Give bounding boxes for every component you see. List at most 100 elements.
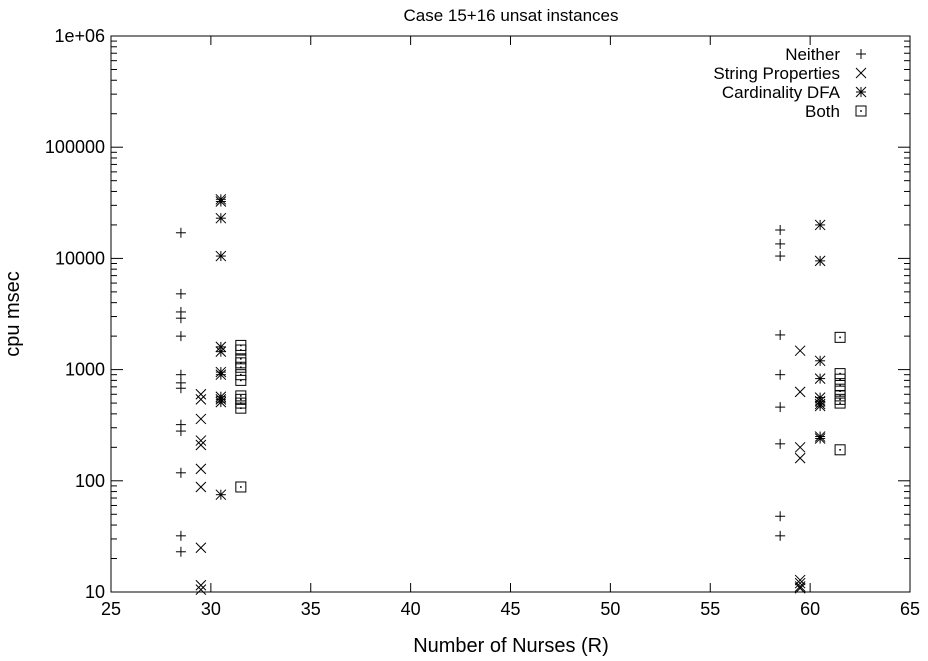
data-point	[195, 388, 207, 400]
y-tick-label: 100	[75, 471, 105, 491]
legend-marker	[855, 105, 867, 117]
data-point	[814, 433, 826, 444]
data-point	[794, 452, 806, 464]
legend-item: Neither	[785, 45, 866, 64]
plot-frame	[110, 35, 911, 593]
data-point	[794, 345, 806, 357]
data-point	[775, 238, 786, 249]
data-point	[235, 361, 247, 373]
data-point	[794, 582, 806, 594]
x-tick-label: 65	[900, 599, 920, 619]
legend-marker	[856, 49, 866, 59]
data-point	[195, 463, 207, 475]
x-axis: 25 30 35 40 45 50 55 60 65	[101, 36, 920, 619]
data-point	[794, 577, 806, 589]
data-point	[814, 373, 826, 384]
data-point	[235, 402, 247, 414]
data-point	[834, 368, 846, 380]
data-point	[235, 344, 247, 356]
data-point	[195, 439, 207, 451]
data-point	[195, 542, 207, 554]
data-points	[175, 193, 846, 595]
data-point	[775, 329, 786, 340]
data-point	[215, 346, 227, 358]
legend-label: Both	[805, 102, 840, 121]
x-tick-label: 60	[800, 599, 820, 619]
x-tick-label: 40	[401, 599, 421, 619]
data-point	[215, 369, 227, 381]
series-both	[235, 331, 846, 493]
data-point	[175, 288, 186, 299]
legend-item: Cardinality DFA	[722, 83, 867, 102]
data-point	[175, 227, 186, 238]
data-point	[195, 413, 207, 425]
legend-marker	[855, 67, 867, 79]
data-point	[814, 355, 826, 367]
legend-label: Neither	[785, 45, 840, 64]
data-point	[794, 386, 806, 398]
data-point	[175, 426, 186, 437]
data-point	[775, 225, 786, 236]
y-tick-label: 10000	[55, 248, 105, 268]
legend-marker	[855, 86, 867, 98]
data-point	[235, 481, 247, 493]
x-tick-label: 25	[101, 599, 121, 619]
data-point	[175, 383, 186, 394]
data-point	[834, 373, 846, 385]
x-axis-label: Number of Nurses (R)	[413, 635, 609, 657]
data-point	[215, 196, 227, 207]
data-point	[195, 435, 207, 446]
legend-item: Both	[805, 102, 867, 121]
data-point	[215, 212, 227, 224]
series-neither	[175, 225, 786, 557]
data-point	[814, 219, 826, 231]
y-tick-label: 100000	[45, 137, 105, 157]
y-axis: 10 100 1000 10000 100000 1e+06	[45, 26, 910, 602]
data-point	[235, 374, 247, 386]
data-point	[794, 581, 806, 592]
data-point	[175, 530, 186, 541]
y-tick-label: 1e+06	[54, 26, 105, 46]
data-point	[775, 530, 786, 541]
data-point	[814, 400, 826, 412]
chart-title: Case 15+16 unsat instances	[403, 6, 618, 25]
x-tick-label: 30	[201, 599, 221, 619]
data-point	[834, 379, 846, 391]
data-point	[175, 467, 186, 478]
data-point	[175, 546, 186, 557]
y-axis-label: cpu msec	[2, 271, 24, 357]
y-tick-label: 1000	[65, 360, 105, 380]
x-tick-label: 55	[700, 599, 720, 619]
data-point	[834, 397, 846, 409]
data-point	[195, 579, 207, 591]
data-point	[775, 511, 786, 522]
data-point	[775, 402, 786, 413]
data-point	[175, 313, 186, 324]
legend-label: String Properties	[713, 64, 840, 83]
data-point	[775, 251, 786, 262]
x-tick-label: 35	[301, 599, 321, 619]
data-point	[834, 444, 846, 456]
legend-label: Cardinality DFA	[722, 83, 841, 102]
data-point	[195, 481, 207, 493]
data-point	[794, 441, 806, 453]
data-point	[235, 369, 247, 381]
x-tick-label: 45	[500, 599, 520, 619]
legend-item: String Properties	[713, 64, 867, 83]
data-point	[175, 331, 186, 342]
data-point	[215, 489, 227, 501]
data-point	[215, 250, 227, 262]
series-cardinality-dfa	[215, 193, 826, 501]
data-point	[834, 331, 846, 343]
data-point	[195, 584, 207, 595]
x-tick-label: 50	[600, 599, 620, 619]
data-point	[775, 438, 786, 449]
data-point	[215, 396, 227, 408]
data-point	[775, 369, 786, 380]
data-point	[814, 255, 826, 267]
data-point	[195, 394, 207, 405]
series-string-properties	[195, 345, 806, 595]
y-tick-label: 10	[85, 582, 105, 602]
